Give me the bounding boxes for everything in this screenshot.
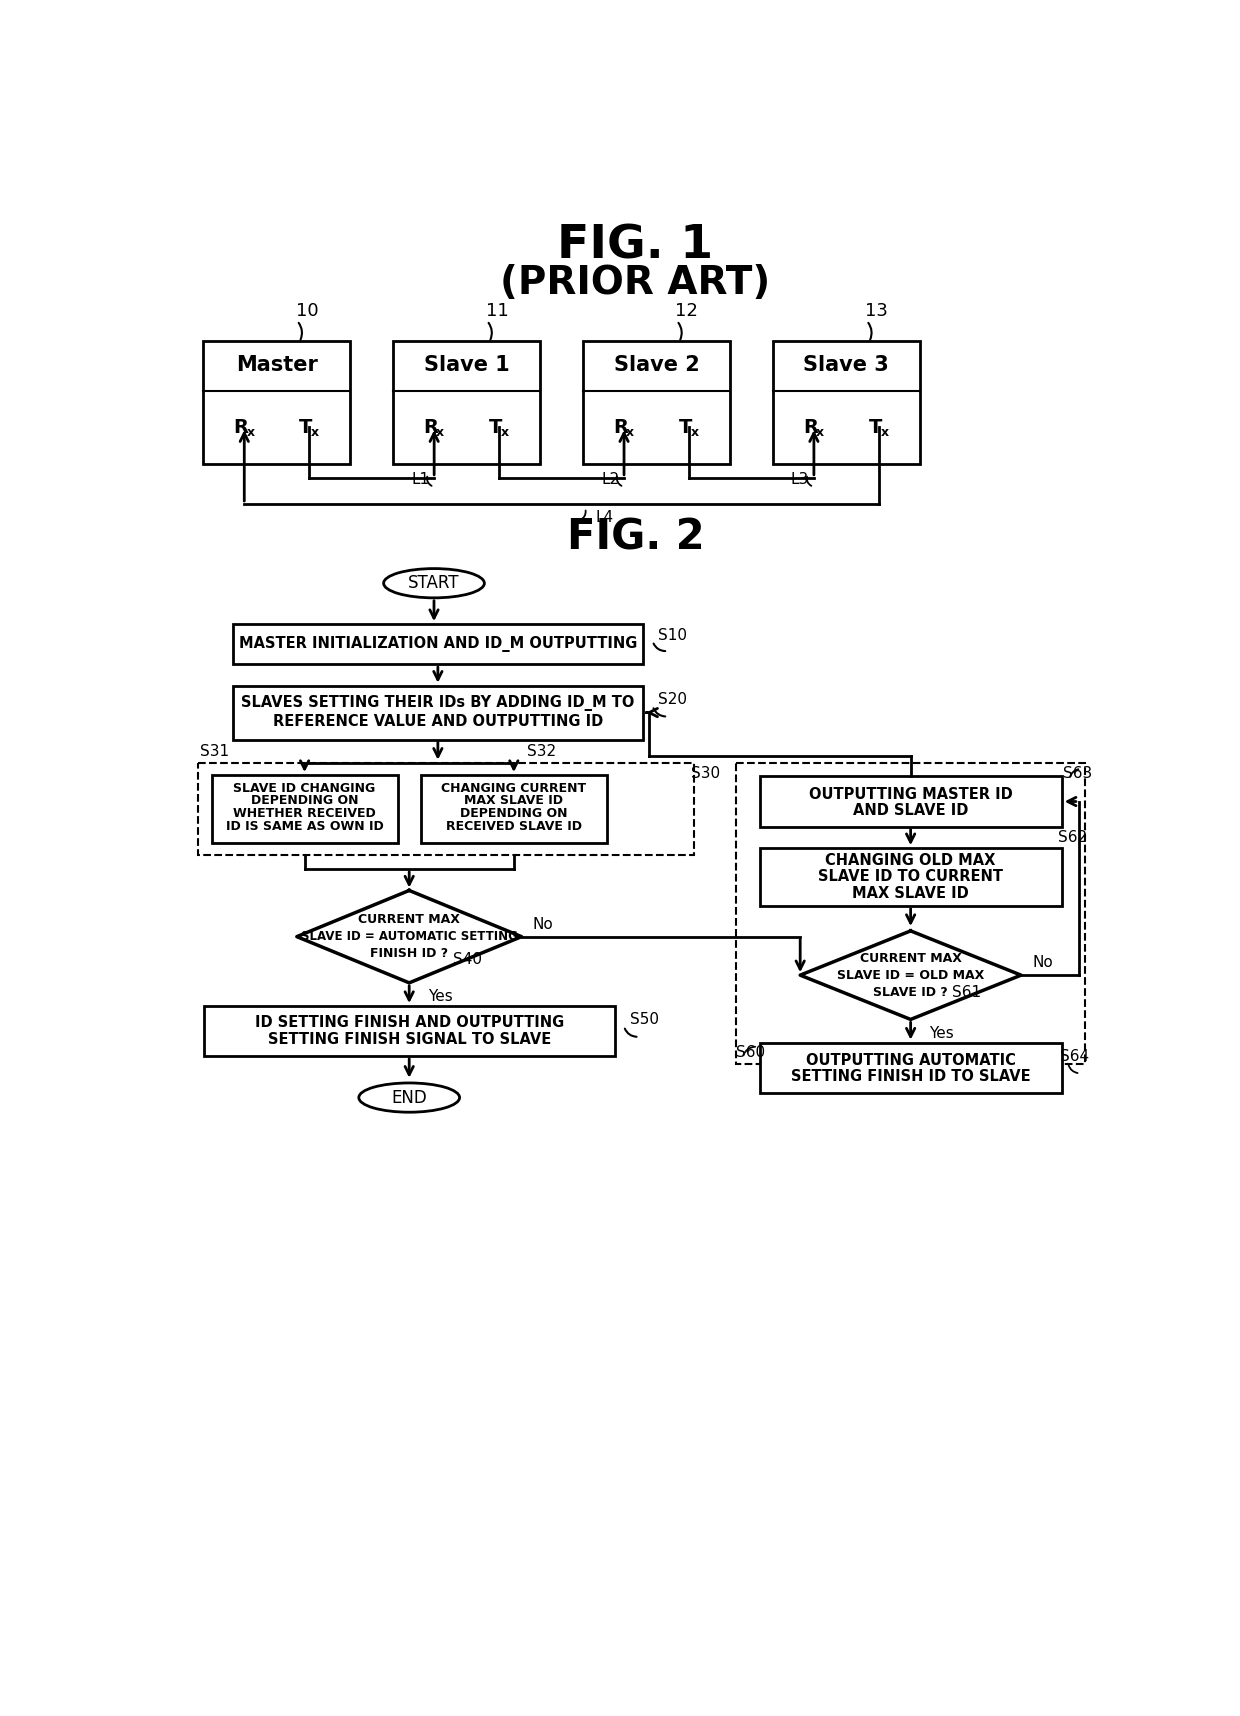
Text: Slave 2: Slave 2 (614, 355, 699, 376)
Text: MAX SLAVE ID: MAX SLAVE ID (852, 885, 968, 901)
Text: x: x (880, 426, 889, 439)
Text: S40: S40 (453, 952, 482, 968)
Text: x: x (501, 426, 510, 439)
Bar (420, 776, 606, 843)
Text: L1: L1 (412, 472, 429, 487)
Text: x: x (311, 426, 320, 439)
Text: S60: S60 (735, 1045, 765, 1060)
Text: x: x (626, 426, 635, 439)
Text: END: END (392, 1088, 427, 1107)
Text: S31: S31 (200, 745, 229, 760)
Text: x: x (436, 426, 444, 439)
Text: 10: 10 (296, 302, 319, 321)
Bar (583, 341, 730, 463)
Text: SLAVE ID = OLD MAX: SLAVE ID = OLD MAX (837, 968, 985, 982)
Text: x: x (247, 426, 254, 439)
Text: 12: 12 (676, 302, 698, 321)
Text: REFERENCE VALUE AND OUTPUTTING ID: REFERENCE VALUE AND OUTPUTTING ID (273, 714, 603, 729)
Text: S20: S20 (658, 692, 687, 707)
Text: Yes: Yes (428, 988, 453, 1004)
Text: Slave 1: Slave 1 (424, 355, 510, 376)
Text: FIG. 2: FIG. 2 (567, 517, 704, 558)
Text: SLAVE ID ?: SLAVE ID ? (873, 985, 949, 999)
Text: L3: L3 (791, 472, 808, 487)
Text: MAX SLAVE ID: MAX SLAVE ID (464, 795, 563, 807)
Text: AND SLAVE ID: AND SLAVE ID (853, 803, 968, 819)
Text: Slave 3: Slave 3 (804, 355, 889, 376)
Text: CHANGING CURRENT: CHANGING CURRENT (441, 782, 587, 795)
Text: x: x (816, 426, 825, 439)
Bar (212, 776, 398, 843)
Text: x: x (691, 426, 699, 439)
Text: L2: L2 (601, 472, 619, 487)
Bar (203, 1006, 615, 1055)
Text: S50: S50 (630, 1012, 658, 1028)
Text: 11: 11 (486, 302, 508, 321)
Bar (773, 341, 920, 463)
Text: L4: L4 (595, 510, 614, 525)
Text: MASTER INITIALIZATION AND ID_M OUTPUTTING: MASTER INITIALIZATION AND ID_M OUTPUTTIN… (238, 637, 637, 652)
Bar (759, 776, 1061, 827)
Text: FINISH ID ?: FINISH ID ? (370, 947, 449, 959)
Text: CURRENT MAX: CURRENT MAX (358, 913, 460, 927)
Text: OUTPUTTING MASTER ID: OUTPUTTING MASTER ID (808, 786, 1013, 801)
Text: Master: Master (236, 355, 317, 376)
Text: SLAVES SETTING THEIR IDs BY ADDING ID_M TO: SLAVES SETTING THEIR IDs BY ADDING ID_M … (242, 695, 635, 712)
Text: SLAVE ID CHANGING: SLAVE ID CHANGING (233, 782, 376, 795)
Text: SLAVE ID TO CURRENT: SLAVE ID TO CURRENT (818, 870, 1003, 884)
Text: R: R (614, 417, 629, 438)
Ellipse shape (358, 1083, 460, 1112)
Text: R: R (424, 417, 439, 438)
Text: ID IS SAME AS OWN ID: ID IS SAME AS OWN ID (226, 820, 383, 832)
Text: ID SETTING FINISH AND OUTPUTTING: ID SETTING FINISH AND OUTPUTTING (254, 1014, 564, 1030)
Text: T: T (299, 417, 312, 438)
Text: S64: S64 (1060, 1048, 1089, 1064)
Text: 13: 13 (866, 302, 888, 321)
Text: CHANGING OLD MAX: CHANGING OLD MAX (826, 853, 996, 868)
Text: S10: S10 (658, 628, 687, 644)
Text: RECEIVED SLAVE ID: RECEIVED SLAVE ID (446, 820, 582, 832)
Text: R: R (233, 417, 249, 438)
Text: S32: S32 (527, 745, 557, 760)
Text: T: T (869, 417, 883, 438)
Bar (759, 848, 1061, 906)
Bar (203, 341, 351, 463)
Text: S63: S63 (1063, 765, 1092, 781)
Bar (233, 686, 644, 740)
Text: No: No (533, 916, 553, 932)
Text: No: No (1033, 956, 1053, 970)
Text: SETTING FINISH SIGNAL TO SLAVE: SETTING FINISH SIGNAL TO SLAVE (268, 1031, 551, 1047)
Bar (233, 625, 644, 664)
Text: CURRENT MAX: CURRENT MAX (859, 952, 961, 964)
Text: T: T (680, 417, 692, 438)
Text: START: START (408, 575, 460, 592)
Bar (393, 341, 541, 463)
Text: S62: S62 (1058, 831, 1087, 844)
Text: S30: S30 (692, 765, 720, 781)
Bar (197, 762, 693, 855)
Text: WHETHER RECEIVED: WHETHER RECEIVED (233, 807, 376, 820)
Text: DEPENDING ON: DEPENDING ON (250, 795, 358, 807)
Text: FIG. 1: FIG. 1 (558, 223, 713, 268)
Ellipse shape (383, 568, 485, 597)
Text: R: R (804, 417, 818, 438)
Text: Yes: Yes (929, 1026, 954, 1042)
Text: (PRIOR ART): (PRIOR ART) (501, 264, 770, 302)
Bar (759, 1043, 1061, 1093)
Text: SETTING FINISH ID TO SLAVE: SETTING FINISH ID TO SLAVE (791, 1069, 1030, 1085)
Text: S61: S61 (952, 985, 981, 1000)
Text: SLAVE ID = AUTOMATIC SETTING: SLAVE ID = AUTOMATIC SETTING (301, 930, 517, 944)
Text: DEPENDING ON: DEPENDING ON (460, 807, 568, 820)
Bar (737, 762, 1085, 1064)
Text: T: T (489, 417, 502, 438)
Text: OUTPUTTING AUTOMATIC: OUTPUTTING AUTOMATIC (806, 1052, 1016, 1067)
